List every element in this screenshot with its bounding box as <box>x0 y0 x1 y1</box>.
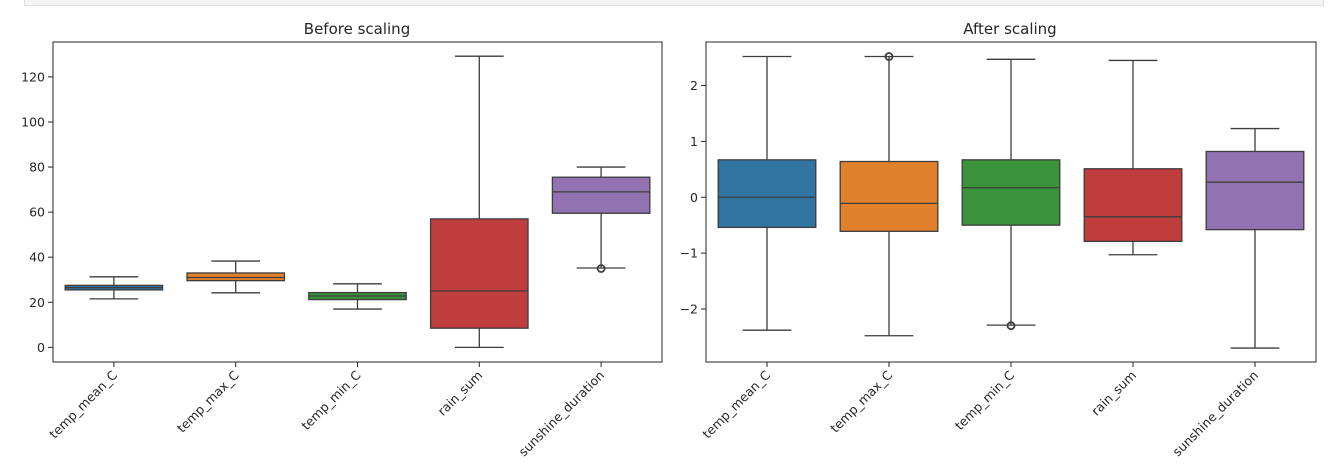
box-rain-sum <box>1083 59 1183 256</box>
boxes <box>64 55 651 349</box>
x-tick-label: temp_max_C <box>827 367 895 435</box>
plot-frame <box>705 41 1317 363</box>
x-axis-ticks: temp_mean_C temp_max_C temp_min_C rain_sum s… <box>699 362 1261 459</box>
y-tick-label: 1 <box>690 134 698 149</box>
y-tick-label: 60 <box>29 205 45 220</box>
iqr-box <box>839 160 939 232</box>
box-sunshine-duration <box>551 166 651 273</box>
box-temp-min-C <box>961 58 1061 331</box>
boxes <box>717 52 1305 349</box>
x-tick-label: rain_sum <box>1088 368 1139 419</box>
notebook-cell-top-border <box>24 0 1324 6</box>
outlier-point <box>596 264 606 273</box>
box-rain-sum <box>429 55 529 349</box>
x-tick-label: sunshine_duration <box>1169 368 1261 460</box>
x-tick-label: sunshine_duration <box>515 368 607 460</box>
box-temp-mean-C <box>717 55 817 331</box>
x-axis-ticks: temp_mean_C temp_max_C temp_min_C rain_sum s… <box>46 362 607 459</box>
box-temp-max-C <box>839 52 939 337</box>
y-tick-label: 80 <box>29 160 45 175</box>
box-sunshine-duration <box>1205 127 1305 349</box>
x-tick-label: temp_mean_C <box>46 367 120 441</box>
chart-before-scaling: Before scaling 0 20 40 60 80 100 120 temp_mean… <box>21 20 663 459</box>
box-temp-min-C <box>308 283 407 310</box>
iqr-box <box>1205 150 1305 231</box>
iqr-box <box>961 159 1061 226</box>
x-tick-label: rain_sum <box>434 368 485 419</box>
chart-after-scaling: After scaling −2 −1 0 1 2 temp_mean_C temp_ma… <box>680 20 1317 459</box>
y-tick-label: −2 <box>680 301 698 316</box>
y-axis-ticks: 0 20 40 60 80 100 120 <box>21 69 53 355</box>
box-temp-mean-C <box>64 276 164 300</box>
y-tick-label: −1 <box>680 246 698 261</box>
y-tick-label: 120 <box>21 69 45 84</box>
y-tick-label: 20 <box>29 295 45 310</box>
iqr-box <box>429 218 529 329</box>
y-tick-label: 100 <box>21 115 45 130</box>
iqr-box <box>551 176 651 214</box>
y-tick-label: 40 <box>29 250 45 265</box>
y-axis-ticks: −2 −1 0 1 2 <box>680 78 706 316</box>
x-tick-label: temp_min_C <box>952 367 1018 433</box>
iqr-box <box>186 272 286 282</box>
box-temp-max-C <box>186 260 286 294</box>
plot-frame <box>52 41 663 363</box>
outlier-point <box>884 52 894 61</box>
y-tick-label: 0 <box>690 190 698 205</box>
iqr-box <box>717 159 817 229</box>
chart-title: After scaling <box>963 20 1056 38</box>
y-tick-label: 0 <box>37 340 45 355</box>
x-tick-label: temp_mean_C <box>699 367 773 441</box>
y-tick-label: 2 <box>690 78 698 93</box>
x-tick-label: temp_max_C <box>174 367 242 435</box>
outlier-point <box>1006 321 1016 331</box>
iqr-box <box>1083 168 1183 243</box>
x-tick-label: temp_min_C <box>298 367 364 433</box>
chart-title: Before scaling <box>304 20 410 38</box>
